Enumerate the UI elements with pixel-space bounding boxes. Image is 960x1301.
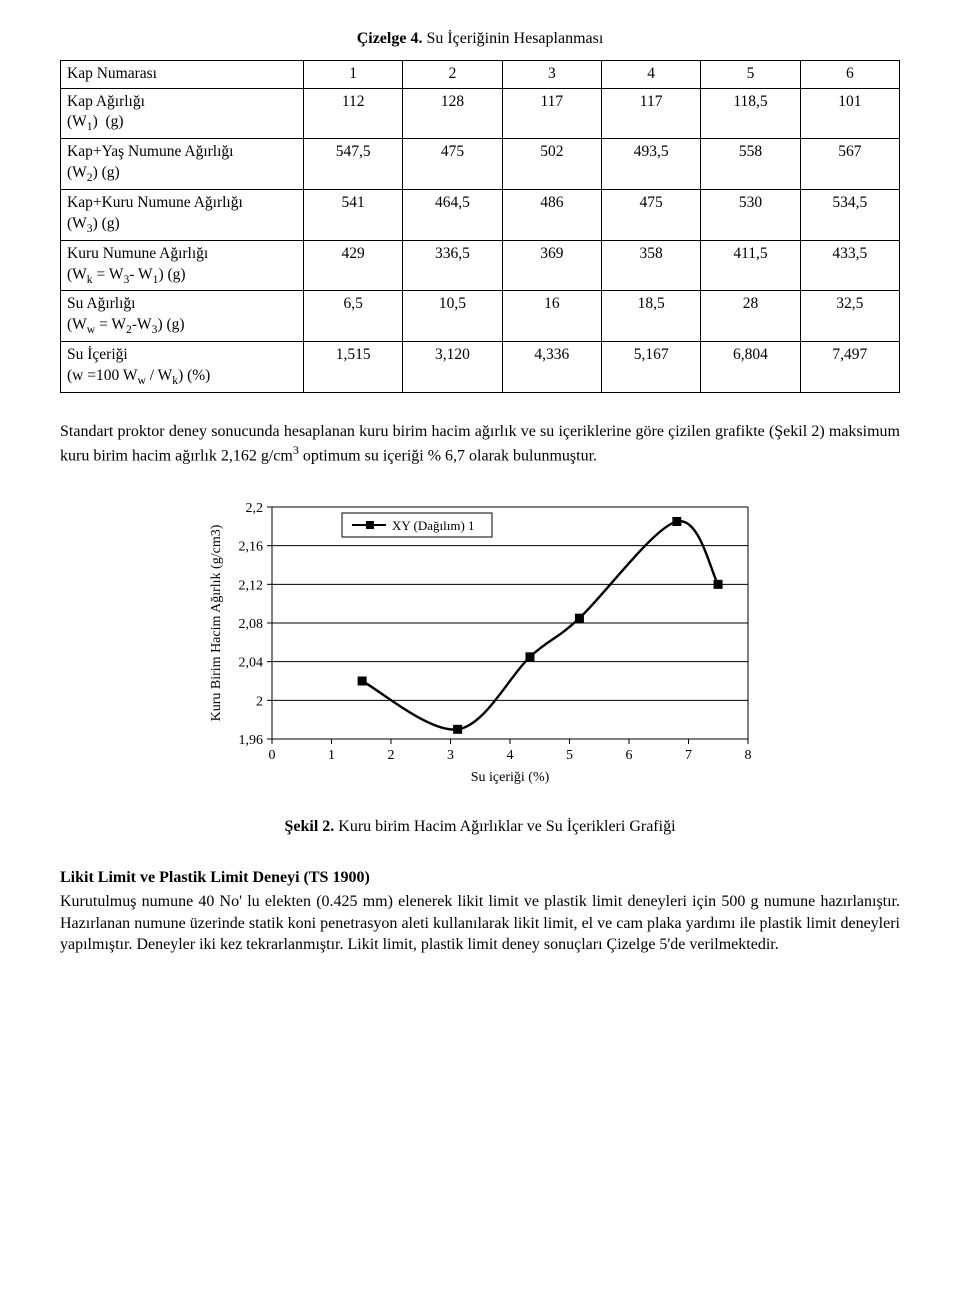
svg-text:0: 0 [269, 748, 276, 763]
table-cell: 558 [701, 139, 800, 190]
table-cell: 358 [601, 240, 700, 291]
table-cell: 28 [701, 291, 800, 342]
table-col-header: 1 [304, 60, 403, 88]
svg-text:2: 2 [256, 695, 263, 710]
svg-text:2,12: 2,12 [239, 579, 264, 594]
table-cell: 541 [304, 189, 403, 240]
table-row-label: Kap+Kuru Numune Ağırlığı(W3) (g) [61, 189, 304, 240]
svg-text:5: 5 [566, 748, 573, 763]
table-cell: 6,5 [304, 291, 403, 342]
table-cell: 5,167 [601, 342, 700, 393]
table-row-label: Kap Ağırlığı(W1) (g) [61, 88, 304, 139]
table-col-header: 4 [601, 60, 700, 88]
paragraph-1: Standart proktor deney sonucunda hesapla… [60, 421, 900, 468]
table-cell: 530 [701, 189, 800, 240]
paragraph-2: Kurutulmuş numune 40 No' lu elekten (0.4… [60, 891, 900, 956]
page: Çizelge 4. Su İçeriğinin Hesaplanması Ka… [0, 0, 960, 996]
table-cell: 117 [502, 88, 601, 139]
svg-text:4: 4 [507, 748, 514, 763]
table-cell: 7,497 [800, 342, 899, 393]
table-cell: 475 [403, 139, 502, 190]
table-cell: 547,5 [304, 139, 403, 190]
svg-text:Su içeriği (%): Su içeriği (%) [471, 770, 550, 785]
table-title-bold: Çizelge 4. [357, 30, 423, 47]
svg-text:2,16: 2,16 [239, 540, 264, 555]
table-cell: 475 [601, 189, 700, 240]
table-header-label: Kap Numarası [61, 60, 304, 88]
table-row-label: Su İçeriği(w =100 Ww / Wk) (%) [61, 342, 304, 393]
svg-text:6: 6 [626, 748, 633, 763]
chart-caption-bold: Şekil 2. [284, 818, 334, 835]
svg-text:2,2: 2,2 [246, 501, 264, 516]
svg-text:7: 7 [685, 748, 692, 763]
chart-svg: 0 1 2 3 4 5 6 7 8 1,96 2 2,04 2,08 2,12 2,16 2,2 XY (Dağ… [200, 495, 760, 795]
table-cell: 433,5 [800, 240, 899, 291]
table-title-rest: Su İçeriğinin Hesaplanması [422, 30, 603, 47]
table-title: Çizelge 4. Su İçeriğinin Hesaplanması [60, 28, 900, 50]
svg-text:Kuru Birim Hacim Ağırlık (g/cm: Kuru Birim Hacim Ağırlık (g/cm3) [209, 525, 224, 722]
table-col-header: 6 [800, 60, 899, 88]
table-cell: 101 [800, 88, 899, 139]
svg-text:8: 8 [745, 748, 752, 763]
table-cell: 486 [502, 189, 601, 240]
table-cell: 502 [502, 139, 601, 190]
table-cell: 112 [304, 88, 403, 139]
svg-text:XY (Dağılım) 1: XY (Dağılım) 1 [392, 518, 475, 533]
table-cell: 6,804 [701, 342, 800, 393]
table-body: Kap Numarası123456Kap Ağırlığı(W1) (g)11… [61, 60, 900, 392]
table-col-header: 3 [502, 60, 601, 88]
table-row-label: Su Ağırlığı(Ww = W2-W3) (g) [61, 291, 304, 342]
table-cell: 464,5 [403, 189, 502, 240]
svg-text:3: 3 [447, 748, 454, 763]
table-cell: 429 [304, 240, 403, 291]
svg-text:2,08: 2,08 [239, 617, 264, 632]
svg-text:1: 1 [328, 748, 335, 763]
svg-text:2,04: 2,04 [239, 656, 264, 671]
svg-text:2: 2 [388, 748, 395, 763]
table-cell: 18,5 [601, 291, 700, 342]
table-col-header: 2 [403, 60, 502, 88]
table-cell: 493,5 [601, 139, 700, 190]
table-cell: 369 [502, 240, 601, 291]
data-table: Kap Numarası123456Kap Ağırlığı(W1) (g)11… [60, 60, 900, 393]
table-cell: 411,5 [701, 240, 800, 291]
table-cell: 117 [601, 88, 700, 139]
table-cell: 16 [502, 291, 601, 342]
table-cell: 118,5 [701, 88, 800, 139]
chart-container: 0 1 2 3 4 5 6 7 8 1,96 2 2,04 2,08 2,12 2,16 2,2 XY (Dağ… [200, 495, 760, 802]
table-cell: 567 [800, 139, 899, 190]
table-cell: 336,5 [403, 240, 502, 291]
table-col-header: 5 [701, 60, 800, 88]
table-cell: 3,120 [403, 342, 502, 393]
svg-text:1,96: 1,96 [239, 733, 264, 748]
section-heading: Likit Limit ve Plastik Limit Deneyi (TS … [60, 869, 370, 886]
table-cell: 128 [403, 88, 502, 139]
chart-caption: Şekil 2. Kuru birim Hacim Ağırlıklar ve … [60, 816, 900, 838]
table-row-label: Kuru Numune Ağırlığı(Wk = W3- W1) (g) [61, 240, 304, 291]
table-cell: 32,5 [800, 291, 899, 342]
table-cell: 4,336 [502, 342, 601, 393]
section: Likit Limit ve Plastik Limit Deneyi (TS … [60, 867, 900, 955]
table-cell: 1,515 [304, 342, 403, 393]
table-cell: 10,5 [403, 291, 502, 342]
chart-caption-rest: Kuru birim Hacim Ağırlıklar ve Su İçerik… [334, 818, 675, 835]
table-row-label: Kap+Yaş Numune Ağırlığı(W2) (g) [61, 139, 304, 190]
table-cell: 534,5 [800, 189, 899, 240]
